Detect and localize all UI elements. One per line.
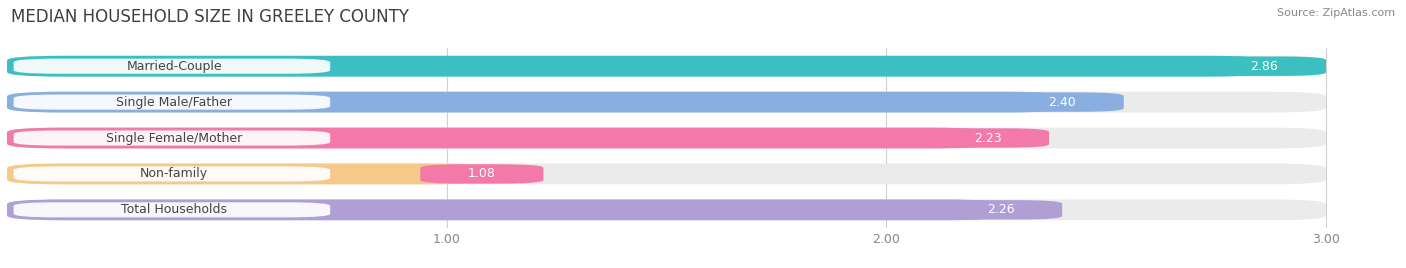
Text: 1.08: 1.08 xyxy=(468,168,496,180)
Text: Single Male/Father: Single Male/Father xyxy=(117,96,232,109)
Text: Source: ZipAtlas.com: Source: ZipAtlas.com xyxy=(1277,8,1395,18)
FancyBboxPatch shape xyxy=(7,56,1264,77)
FancyBboxPatch shape xyxy=(14,166,330,181)
FancyBboxPatch shape xyxy=(7,163,482,184)
FancyBboxPatch shape xyxy=(939,200,1062,219)
FancyBboxPatch shape xyxy=(14,95,330,110)
FancyBboxPatch shape xyxy=(7,92,1326,113)
Text: MEDIAN HOUSEHOLD SIZE IN GREELEY COUNTY: MEDIAN HOUSEHOLD SIZE IN GREELEY COUNTY xyxy=(11,8,409,26)
FancyBboxPatch shape xyxy=(7,92,1062,113)
Text: Single Female/Mother: Single Female/Mother xyxy=(105,132,242,144)
FancyBboxPatch shape xyxy=(7,128,1326,148)
Text: Total Households: Total Households xyxy=(121,203,228,216)
Text: 2.40: 2.40 xyxy=(1049,96,1076,109)
Text: 2.86: 2.86 xyxy=(1250,60,1278,73)
FancyBboxPatch shape xyxy=(927,128,1049,148)
FancyBboxPatch shape xyxy=(14,131,330,146)
FancyBboxPatch shape xyxy=(420,164,543,184)
Text: Non-family: Non-family xyxy=(141,168,208,180)
FancyBboxPatch shape xyxy=(14,59,330,74)
FancyBboxPatch shape xyxy=(7,56,1326,77)
FancyBboxPatch shape xyxy=(1001,92,1123,112)
FancyBboxPatch shape xyxy=(7,199,1326,220)
FancyBboxPatch shape xyxy=(7,128,987,148)
Text: 2.23: 2.23 xyxy=(973,132,1001,144)
Text: 2.26: 2.26 xyxy=(987,203,1015,216)
Text: Married-Couple: Married-Couple xyxy=(127,60,222,73)
FancyBboxPatch shape xyxy=(1204,57,1326,76)
FancyBboxPatch shape xyxy=(7,163,1326,184)
FancyBboxPatch shape xyxy=(14,202,330,217)
FancyBboxPatch shape xyxy=(7,199,1001,220)
